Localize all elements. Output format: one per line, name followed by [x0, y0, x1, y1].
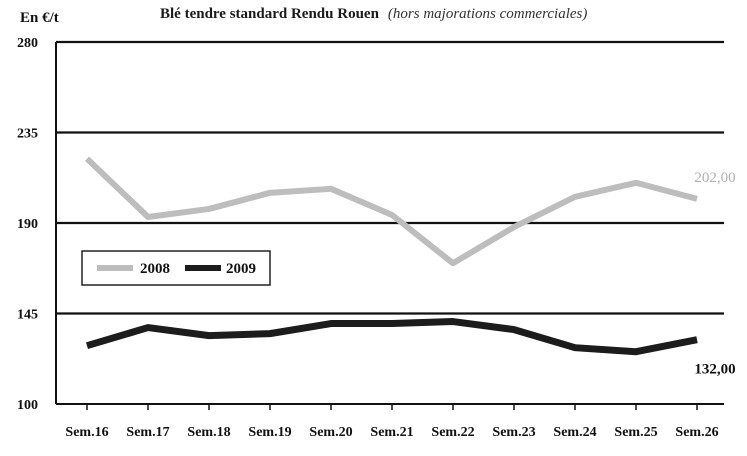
y-tick-label: 235 — [17, 127, 38, 142]
x-tick-label: Sem.24 — [553, 425, 596, 440]
end-value-label-2009: 132,00 — [694, 362, 735, 378]
chart-title: Blé tendre standard Rendu Rouen (hors ma… — [160, 5, 587, 22]
x-tick-label: Sem.17 — [126, 425, 169, 440]
y-tick-label: 280 — [17, 36, 38, 51]
x-axis-ticks: Sem.16 Sem.17 Sem.18 Sem.19 Sem.20 Sem.21 Sem.… — [65, 404, 719, 440]
x-tick-label: Sem.19 — [248, 425, 291, 440]
y-tick-label: 100 — [17, 398, 38, 413]
x-tick-label: Sem.16 — [65, 425, 108, 440]
series-line-2009 — [86, 318, 698, 356]
series-line-2008 — [84, 156, 698, 267]
legend-label-2009: 2009 — [226, 261, 256, 277]
x-tick-label: Sem.23 — [492, 425, 535, 440]
gridlines — [55, 40, 724, 405]
end-labels: 202,00 132,00 — [694, 170, 735, 378]
x-tick-label: Sem.25 — [614, 425, 657, 440]
x-tick-label: Sem.20 — [309, 425, 352, 440]
y-tick-label: 190 — [17, 217, 38, 232]
x-tick-label: Sem.26 — [675, 425, 718, 440]
chart-title-main: Blé tendre standard Rendu Rouen — [160, 6, 380, 22]
y-tick-label: 145 — [17, 308, 38, 323]
y-axis-ticks: 280 235 190 145 100 — [17, 36, 38, 413]
legend: 2008 2009 — [81, 250, 271, 286]
x-tick-label: Sem.22 — [431, 425, 474, 440]
end-value-label-2008: 202,00 — [694, 170, 735, 186]
x-tick-label: Sem.18 — [187, 425, 230, 440]
y-unit-label: En €/t — [20, 10, 59, 26]
series-lines — [84, 156, 698, 356]
chart-subtitle: (hors majorations commerciales) — [388, 6, 587, 22]
x-tick-label: Sem.21 — [370, 425, 413, 440]
legend-label-2008: 2008 — [140, 261, 170, 277]
